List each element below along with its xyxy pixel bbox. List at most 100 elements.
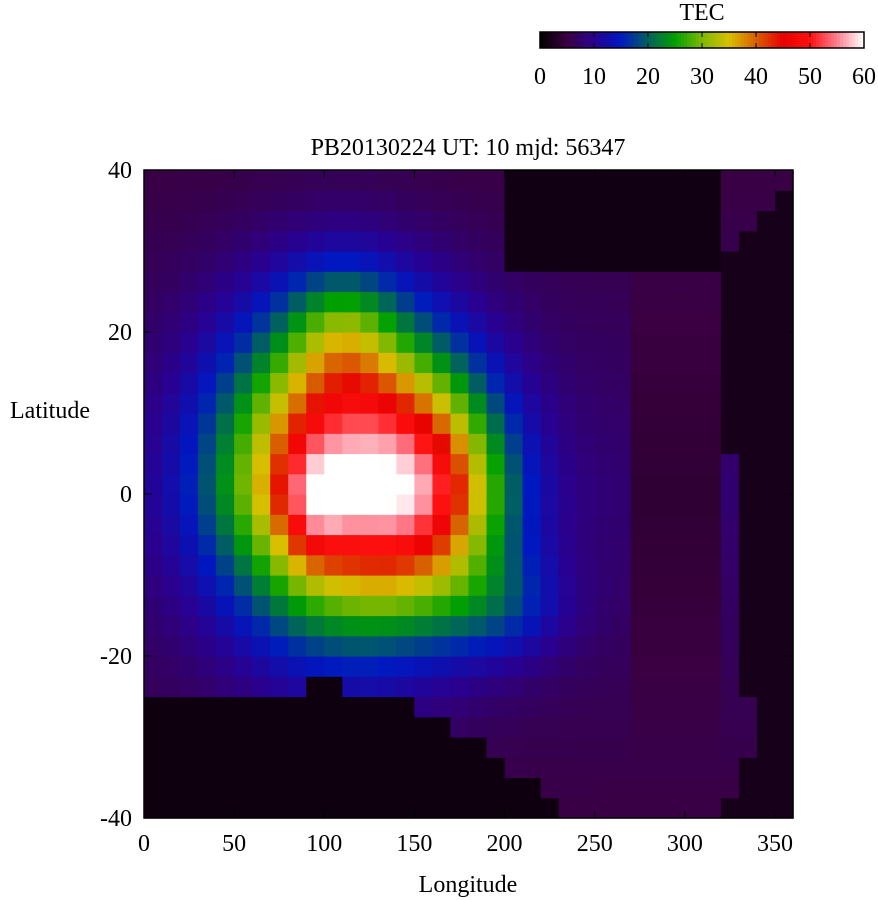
heatmap-cell [216,392,235,414]
heatmap-cell [702,514,722,536]
heatmap-cell [342,575,361,596]
heatmap-cell [216,554,235,576]
heatmap-cell [180,190,199,212]
heatmap-cell [396,514,416,536]
heatmap-cell [630,291,650,313]
heatmap-cell [486,635,506,657]
heatmap-cell [594,534,614,556]
heatmap-cell [522,494,542,515]
heatmap-cell [468,210,488,232]
heatmap-cell [558,757,578,779]
heatmap-cell [486,433,506,455]
heatmap-cell [180,352,199,374]
heatmap-cell [414,352,434,374]
heatmap-cell [432,392,452,414]
heatmap-cell [234,332,253,353]
heatmap-cell [306,676,325,698]
heatmap-cell [756,271,776,293]
heatmap-cell [396,433,416,455]
heatmap-cell [198,777,217,799]
heatmap-cell [450,210,470,232]
heatmap-cell [396,797,416,819]
colorbar-tick-label: 30 [690,64,714,90]
heatmap-cell [594,230,614,252]
heatmap-cell [504,170,524,191]
colorbar-cell [588,32,592,48]
heatmap-cell [594,413,614,434]
heatmap-cell [756,170,776,191]
heatmap-cell [702,554,722,576]
colorbar-cell [582,32,586,48]
heatmap-cell [360,332,379,353]
heatmap-cell [540,797,560,819]
heatmap-cell [522,615,542,637]
heatmap-cell [342,737,361,758]
heatmap-cell [738,656,758,677]
heatmap-cell [450,311,470,333]
heatmap-cell [738,514,758,536]
heatmap-cell [486,615,506,637]
heatmap-cell [144,251,163,272]
heatmap-cell [360,676,379,698]
heatmap-cell [396,230,416,252]
heatmap-cell [378,575,397,596]
heatmap-cell [324,514,343,536]
heatmap-cell [378,656,397,677]
heatmap-cell [144,635,163,657]
heatmap-cell [180,453,199,475]
colorbar-cell [579,32,583,48]
heatmap-cell [468,494,488,515]
heatmap-cell [288,170,307,191]
heatmap-cell [162,615,181,637]
heatmap-cell [504,453,524,475]
heatmap-cell [522,514,542,536]
heatmap-cell [450,696,470,718]
heatmap-cell [306,494,325,515]
heatmap-cell [360,595,379,617]
heatmap-cell [288,352,307,374]
heatmap-cell [432,433,452,455]
heatmap-cell [558,210,578,232]
heatmap-cell [342,595,361,617]
heatmap-cell [738,777,758,799]
heatmap-cell [630,797,650,819]
heatmap-cell [774,352,794,374]
heatmap-cell [774,311,794,333]
heatmap-cell [558,473,578,495]
heatmap-cell [684,615,704,637]
colorbar-cell [774,32,778,48]
heatmap-cell [360,210,379,232]
heatmap-cell [486,716,506,738]
heatmap-cell [288,534,307,556]
colorbar-cell [831,32,835,48]
heatmap-cell [576,473,596,495]
heatmap-cell [522,230,542,252]
heatmap-cell [756,534,776,556]
heatmap-cell [342,635,361,657]
heatmap-cell [648,190,668,212]
heatmap-cell [576,271,596,293]
heatmap-cell [396,352,416,374]
colorbar-cell [555,32,559,48]
heatmap-cell [180,514,199,536]
heatmap-cell [774,676,794,698]
heatmap-cell [774,332,794,353]
heatmap-cell [612,777,632,799]
heatmap-cell [540,170,560,191]
heatmap-cell [252,797,271,819]
heatmap-cell [432,797,452,819]
heatmap-cell [630,514,650,536]
heatmap-cell [648,332,668,353]
heatmap-cell [360,696,379,718]
heatmap-cell [234,514,253,536]
heatmap-cell [360,251,379,272]
heatmap-cell [720,372,740,394]
heatmap-cell [288,777,307,799]
heatmap-cell [432,737,452,758]
colorbar-label: TEC [679,0,724,26]
heatmap-cell [288,757,307,779]
heatmap-cell [342,777,361,799]
heatmap-cell [774,291,794,313]
heatmap-cell [468,534,488,556]
heatmap-cell [450,737,470,758]
